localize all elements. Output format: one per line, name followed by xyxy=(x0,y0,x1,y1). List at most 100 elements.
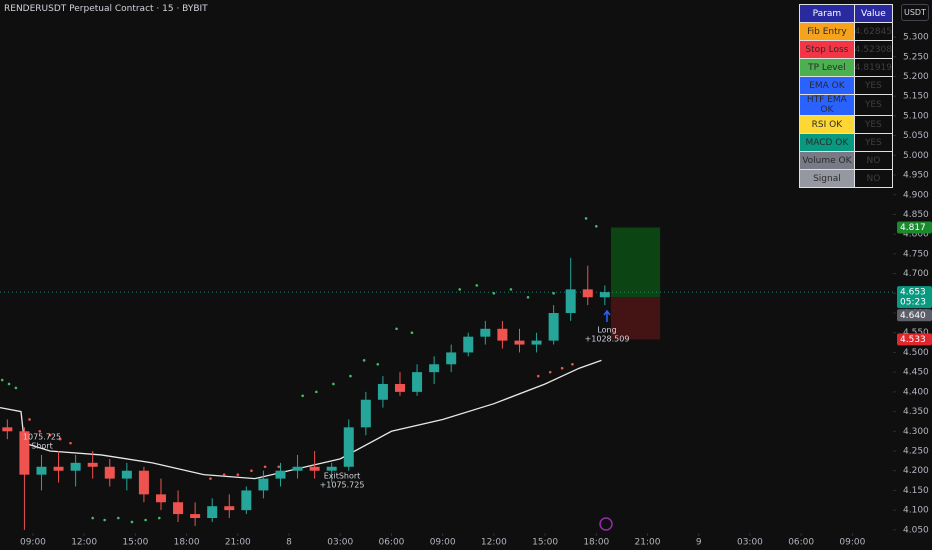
sar-dot xyxy=(548,370,552,374)
sar-dot xyxy=(536,374,540,378)
y-tick-label: 5.200 xyxy=(903,72,929,82)
table-row: Volume OK NO xyxy=(799,151,894,170)
trade-annotation: ExitShort xyxy=(324,472,361,481)
x-tick-label: 8 xyxy=(286,538,292,548)
x-tick-label: 12:00 xyxy=(481,538,507,548)
stop-label-text: 4.533 xyxy=(900,335,926,345)
sar-dot xyxy=(376,362,380,366)
sar-dot xyxy=(552,292,555,295)
y-tick-label: 5.000 xyxy=(903,151,929,161)
candle-body xyxy=(173,502,184,515)
y-tick-label: 4.050 xyxy=(903,525,929,535)
target-zone xyxy=(610,227,661,298)
sar-dot xyxy=(250,469,253,473)
param-cell: RSI OK xyxy=(799,115,855,134)
x-tick-label: 09:00 xyxy=(839,538,865,548)
param-cell: Signal xyxy=(799,169,855,188)
candle-body xyxy=(292,466,303,471)
sar-dot xyxy=(560,366,564,370)
sar-dot xyxy=(69,441,72,445)
param-cell: EMA OK xyxy=(799,76,855,95)
sar-dot xyxy=(38,429,42,433)
last-price-label xyxy=(897,286,932,309)
sar-dot xyxy=(14,386,18,390)
sar-dot xyxy=(28,418,31,421)
x-tick-label: 03:00 xyxy=(327,538,353,548)
sar-dot xyxy=(236,473,240,476)
candle-body xyxy=(497,328,508,341)
table-row: HTF EMA OK YES xyxy=(799,94,894,116)
x-tick-label: 09:00 xyxy=(20,538,46,548)
value-cell: 4.52308 xyxy=(853,40,894,59)
y-tick-label: 4.350 xyxy=(903,407,929,417)
y-tick-label: 5.300 xyxy=(903,33,929,43)
candle-body xyxy=(36,466,47,475)
candle-body xyxy=(121,470,132,479)
y-tick-label: 4.100 xyxy=(903,506,929,516)
y-tick-label: 4.400 xyxy=(903,387,929,397)
value-cell: NO xyxy=(853,169,894,188)
x-tick-label: 18:00 xyxy=(174,538,200,548)
table-row: Stop Loss 4.52308 xyxy=(799,40,894,59)
sar-dot xyxy=(130,520,134,524)
sar-dot xyxy=(48,433,52,437)
candle-body xyxy=(377,383,388,400)
x-tick-label: 15:00 xyxy=(532,538,558,548)
candle-body xyxy=(343,427,354,467)
candle-body xyxy=(599,292,610,298)
value-cell: YES xyxy=(853,94,894,116)
currency-button[interactable]: USDT xyxy=(901,4,929,21)
trade-annotation: Long xyxy=(597,326,616,335)
trade-annotation: 1075.725 xyxy=(23,433,61,442)
candle-body xyxy=(224,506,235,511)
x-tick-label: 21:00 xyxy=(635,538,661,548)
sar-dot xyxy=(584,217,588,220)
param-cell: Fib Entry xyxy=(799,22,855,41)
candle-body xyxy=(326,466,337,471)
y-tick-label: 4.200 xyxy=(903,466,929,476)
sar-dot xyxy=(222,473,226,476)
y-tick-label: 5.100 xyxy=(903,111,929,121)
candle-body xyxy=(309,466,320,471)
x-tick-label: 06:00 xyxy=(788,538,814,548)
value-cell: 4.81919 xyxy=(853,58,894,77)
y-tick-label: 4.700 xyxy=(903,269,929,279)
candle-body xyxy=(241,490,252,511)
x-tick-label: 03:00 xyxy=(737,538,763,548)
sar-dot xyxy=(58,437,62,441)
sar-dot xyxy=(117,516,120,520)
candle-body xyxy=(463,336,474,353)
value-cell: YES xyxy=(853,133,894,152)
y-tick-label: 5.150 xyxy=(903,92,929,102)
symbol-title[interactable]: RENDERUSDT Perpetual Contract · 15 · BYB… xyxy=(4,4,208,14)
table-row: TP Level 4.81919 xyxy=(799,58,894,77)
target-label xyxy=(897,221,932,234)
sar-dot xyxy=(103,518,106,522)
sar-dot xyxy=(492,292,496,295)
candle-body xyxy=(480,328,491,337)
event-icon[interactable] xyxy=(599,517,613,531)
candle-body xyxy=(275,470,286,479)
sar-dot xyxy=(7,382,11,386)
sar-dot xyxy=(349,374,352,378)
param-cell: Stop Loss xyxy=(799,40,855,59)
sar-dot xyxy=(475,284,479,287)
indicator-line xyxy=(0,359,602,480)
table-row: RSI OK YES xyxy=(799,115,894,134)
sar-dot xyxy=(0,378,4,382)
y-tick-label: 4.550 xyxy=(903,328,929,338)
candle-body xyxy=(53,466,64,471)
stop-zone xyxy=(610,297,661,340)
param-cell: Volume OK xyxy=(799,151,855,170)
sar-dot xyxy=(301,394,304,398)
candle-body xyxy=(412,372,423,392)
value-cell: YES xyxy=(853,115,894,134)
candle-body xyxy=(394,383,405,392)
candle-body xyxy=(207,506,218,519)
sar-dot xyxy=(91,516,94,520)
sar-dot xyxy=(571,362,574,366)
sar-dot xyxy=(458,288,462,291)
candle-body xyxy=(429,364,440,373)
entry-label-text: 4.640 xyxy=(900,311,926,321)
